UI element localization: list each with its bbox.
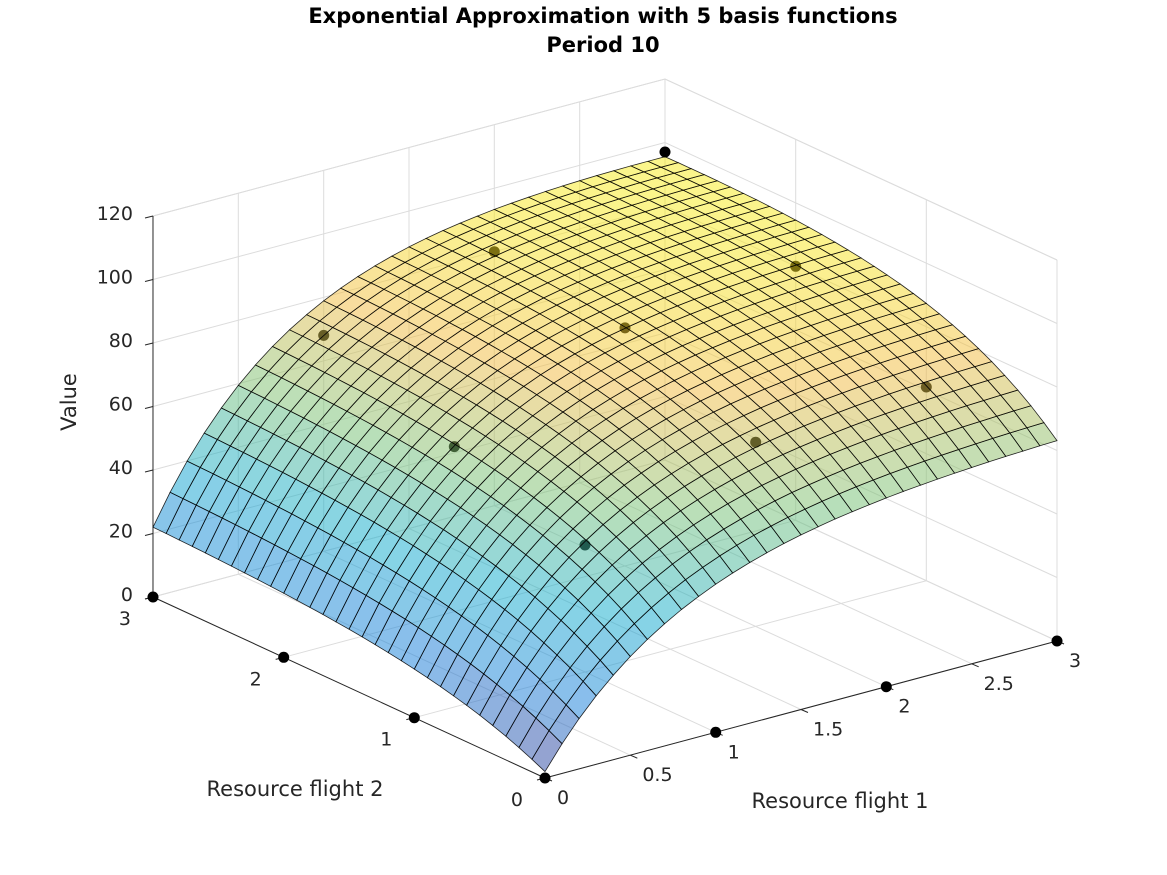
data-point — [278, 651, 290, 663]
chart-title: Exponential Approximation with 5 basis f… — [308, 4, 897, 28]
x-tick-mark — [630, 754, 638, 759]
data-point — [408, 712, 420, 724]
z-tick-mark — [144, 406, 154, 409]
data-point — [710, 726, 722, 738]
data-point — [880, 681, 892, 693]
z-tick-label: 40 — [109, 457, 133, 479]
surface-patch — [152, 491, 184, 535]
z-tick-label: 20 — [109, 521, 133, 543]
z-axis-label: Value — [57, 373, 81, 431]
x-tick-label: 2.5 — [984, 673, 1014, 695]
surface-mesh — [152, 156, 1058, 773]
x-tick-label: 1.5 — [813, 718, 843, 740]
x-tick-label: 2 — [898, 696, 910, 718]
data-point — [1051, 635, 1063, 647]
x-tick-label: 1 — [728, 741, 740, 763]
y-tick-label: 3 — [119, 608, 131, 630]
chart-subtitle: Period 10 — [546, 33, 659, 57]
x-tick-label: 0.5 — [642, 764, 672, 786]
axis-layer — [144, 215, 1065, 782]
z-tick-mark — [144, 215, 154, 219]
x-tick-mark — [800, 709, 809, 713]
data-point — [539, 772, 551, 784]
y-tick-label: 1 — [380, 729, 392, 751]
y-tick-label: 0 — [511, 789, 523, 811]
y-axis-line — [152, 596, 546, 779]
points-in-front-of-surface — [147, 146, 1063, 784]
data-point — [147, 591, 159, 603]
z-tick-label: 120 — [97, 203, 133, 225]
data-point — [659, 146, 671, 158]
z-tick-label: 100 — [97, 267, 133, 289]
z-tick-label: 60 — [109, 394, 133, 416]
x-axis-label: Resource flight 1 — [752, 789, 929, 813]
x-tick-mark — [971, 663, 979, 668]
z-tick-mark — [144, 469, 154, 473]
y-axis-label: Resource flight 2 — [207, 777, 384, 801]
z-tick-mark — [144, 279, 154, 282]
z-tick-label: 0 — [121, 584, 133, 606]
z-tick-mark — [144, 533, 154, 536]
z-tick-mark — [144, 342, 154, 346]
z-tick-label: 80 — [109, 330, 133, 352]
x-tick-label: 3 — [1069, 650, 1081, 672]
y-tick-label: 2 — [250, 668, 262, 690]
x-tick-label: 0 — [557, 787, 569, 809]
